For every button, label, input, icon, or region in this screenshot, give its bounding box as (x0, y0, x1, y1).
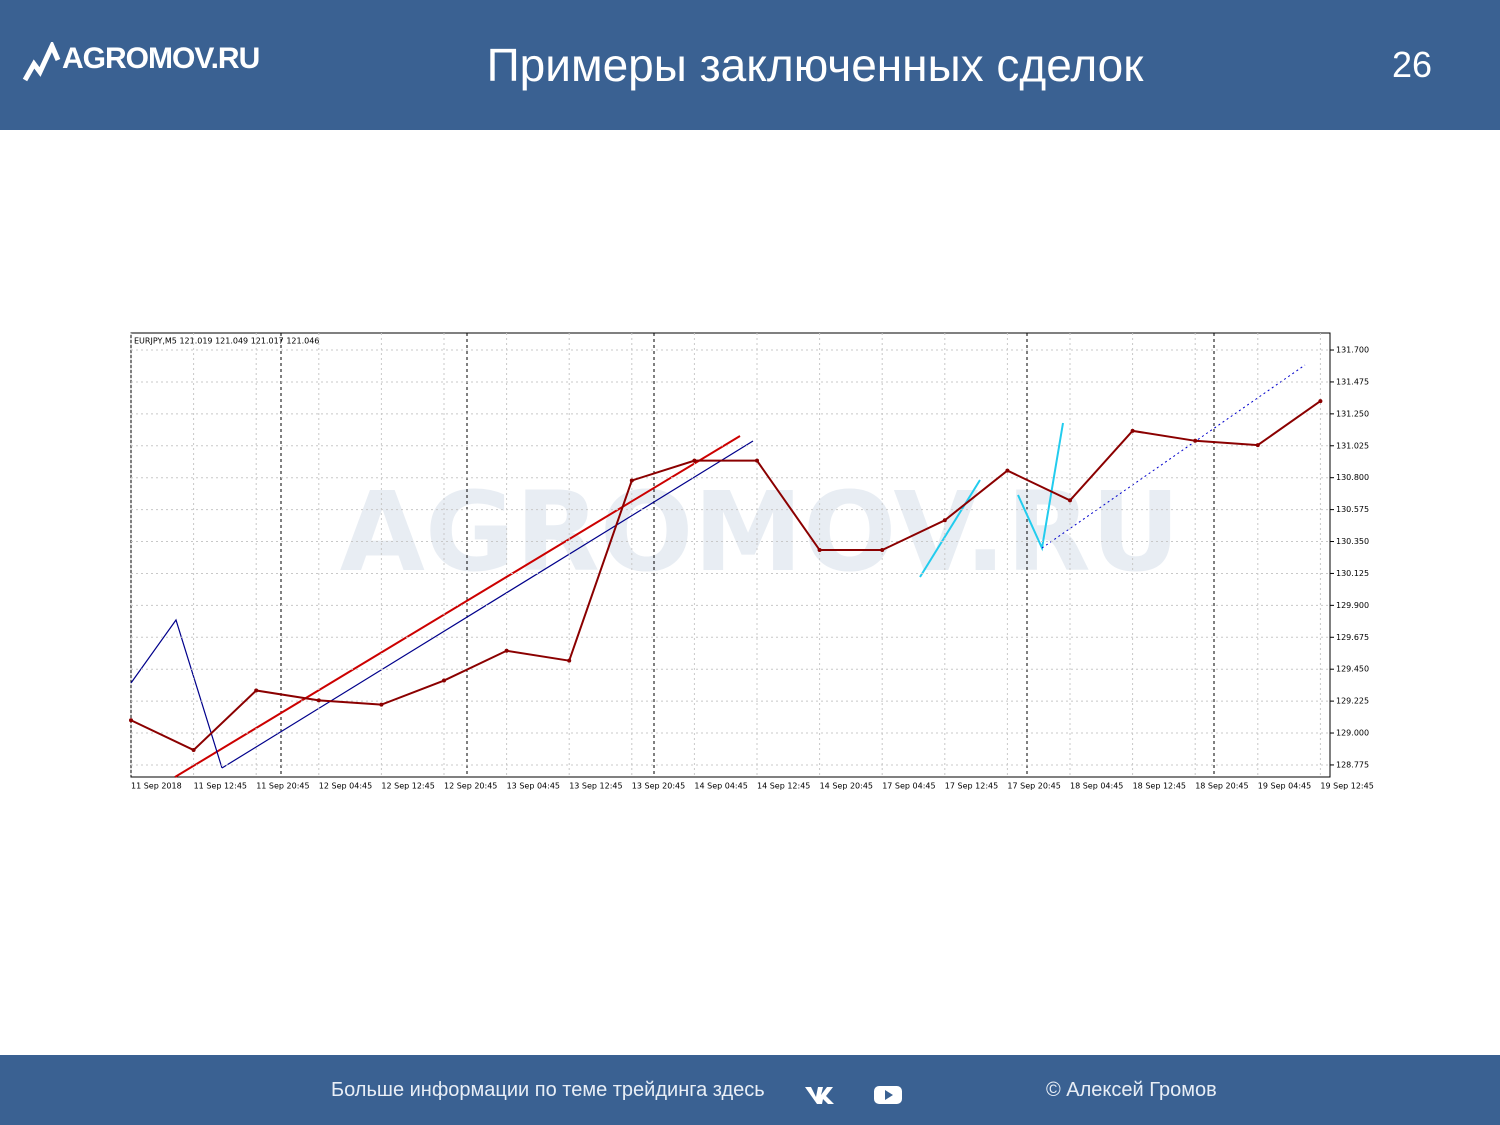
y-tick-label: 129.225 (1336, 697, 1369, 706)
y-tick-label: 129.000 (1336, 729, 1369, 738)
price-point (629, 478, 634, 483)
price-point (692, 458, 697, 463)
y-tick-label: 130.350 (1336, 537, 1369, 546)
x-tick-label: 12 Sep 12:45 (381, 782, 434, 791)
price-point (1255, 443, 1260, 448)
x-tick-label: 17 Sep 12:45 (945, 782, 998, 791)
copyright: © Алексей Громов (1046, 1079, 1217, 1101)
logo-icon (22, 42, 61, 82)
header: AGROMOV.RU Примеры заключенных сделок 26 (0, 0, 1500, 130)
x-tick-label: 18 Sep 20:45 (1195, 782, 1248, 791)
x-tick-label: 14 Sep 20:45 (820, 782, 873, 791)
price-point (880, 548, 885, 553)
price-point (817, 548, 822, 553)
footer: Больше информации по теме трейдинга здес… (0, 1055, 1500, 1125)
y-tick-label: 131.700 (1336, 346, 1369, 355)
y-tick-label: 130.125 (1336, 569, 1369, 578)
plot-frame (130, 332, 1331, 778)
price-point (567, 658, 572, 663)
session-separators (280, 333, 1215, 777)
price-point (1005, 468, 1010, 473)
x-tick-label: 18 Sep 04:45 (1070, 782, 1123, 791)
x-tick-label: 13 Sep 04:45 (507, 782, 560, 791)
x-tick-label: 19 Sep 04:45 (1258, 782, 1311, 791)
y-tick-label: 129.675 (1336, 633, 1369, 642)
y-tick-label: 128.775 (1336, 760, 1369, 769)
x-tick-label: 13 Sep 20:45 (632, 782, 685, 791)
price-line (130, 400, 1321, 752)
x-tick-label: 12 Sep 04:45 (319, 782, 372, 791)
trendlines (130, 364, 1306, 778)
price-point (254, 688, 259, 693)
x-tick-label: 14 Sep 12:45 (757, 782, 810, 791)
y-tick-label: 129.900 (1336, 601, 1369, 610)
x-tick-label: 17 Sep 20:45 (1007, 782, 1060, 791)
price-point (1193, 438, 1198, 443)
x-tick-label: 14 Sep 04:45 (694, 782, 747, 791)
slide-title: Примеры заключенных сделок (486, 39, 1144, 91)
x-tick-label: 11 Sep 2018 (131, 782, 182, 791)
price-point (755, 458, 759, 463)
y-tick-label: 131.475 (1336, 377, 1369, 386)
logo: AGROMOV.RU (62, 42, 260, 75)
x-tick-label: 11 Sep 20:45 (256, 782, 309, 791)
youtube-icon[interactable] (874, 1085, 902, 1105)
footer-info: Больше информации по теме трейдинга здес… (331, 1079, 765, 1101)
price-point (191, 748, 196, 753)
y-tick-label: 129.450 (1336, 665, 1369, 674)
y-tick-label: 130.800 (1336, 473, 1369, 482)
price-point (442, 678, 446, 683)
symbol-label: EURJPY,M5 121.019 121.049 121.017 121.04… (134, 337, 319, 346)
price-point (1130, 428, 1135, 433)
price-point (942, 518, 947, 523)
watermark: AGROMOV.RU (340, 468, 1180, 596)
x-tick-label: 19 Sep 12:45 (1320, 782, 1373, 791)
x-tick-label: 18 Sep 12:45 (1133, 782, 1186, 791)
y-tick-label: 131.025 (1336, 441, 1369, 450)
x-tick-label: 11 Sep 12:45 (194, 782, 247, 791)
price-point (504, 648, 509, 653)
y-tick-label: 130.575 (1336, 505, 1369, 514)
price-point (1068, 498, 1072, 503)
vk-icon[interactable] (803, 1085, 835, 1105)
x-tick-label: 12 Sep 20:45 (444, 782, 497, 791)
price-point (316, 698, 321, 703)
x-tick-label: 13 Sep 12:45 (569, 782, 622, 791)
y-tick-label: 131.250 (1336, 409, 1369, 418)
price-point (129, 718, 133, 723)
price-point (379, 702, 384, 707)
x-tick-label: 17 Sep 04:45 (882, 782, 935, 791)
page-number: 26 (1391, 44, 1432, 85)
price-point (1318, 399, 1323, 404)
